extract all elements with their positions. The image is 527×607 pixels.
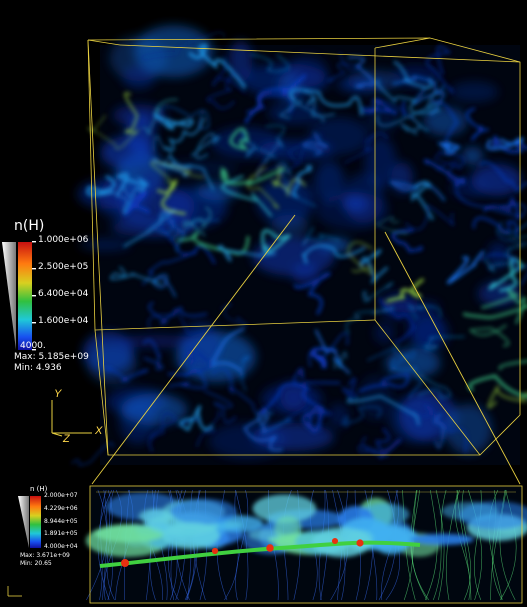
axis-triad: [52, 400, 92, 436]
inset-legend-tick-1: 2.000e+07: [44, 492, 78, 499]
main-legend-tick-3: 6.400e+04: [38, 289, 88, 299]
inset-color-legend: [18, 496, 41, 548]
main-legend-colorbar: [18, 242, 32, 350]
axis-label-x: X: [95, 425, 102, 437]
main-legend-tick-5: 4000.: [20, 341, 46, 351]
inset-legend-colorbar: [30, 496, 41, 548]
inset-legend-tick-3: 8.944e+05: [44, 518, 78, 525]
inset-legend-tick-4: 1.891e+05: [44, 530, 78, 537]
axis-label-y: Y: [54, 388, 61, 400]
main-color-legend: [2, 241, 36, 350]
inset-zoom-panel: [86, 486, 527, 603]
main-volume-render: [72, 25, 527, 465]
main-legend-opacity-wedge: [2, 242, 16, 350]
main-legend-title: n(H): [14, 218, 44, 234]
inset-legend-opacity-wedge: [18, 496, 29, 548]
inset-legend-tick-2: 4.229e+06: [44, 505, 78, 512]
axis-label-z: Z: [63, 433, 70, 445]
inset-legend-min: Min: 20.65: [20, 560, 52, 567]
inset-legend-max: Max: 3.671e+09: [20, 552, 70, 559]
main-legend-tick-4: 1.600e+04: [38, 316, 88, 326]
main-legend-min: Min: 4.936: [14, 363, 62, 373]
inset-legend-tick-5: 4.000e+04: [44, 543, 78, 550]
main-legend-tick-2: 2.500e+05: [38, 262, 88, 272]
small-axis-triad: [8, 586, 22, 596]
main-legend-max: Max: 5.185e+09: [14, 352, 89, 362]
main-legend-tick-1: 1.000e+06: [38, 235, 88, 245]
